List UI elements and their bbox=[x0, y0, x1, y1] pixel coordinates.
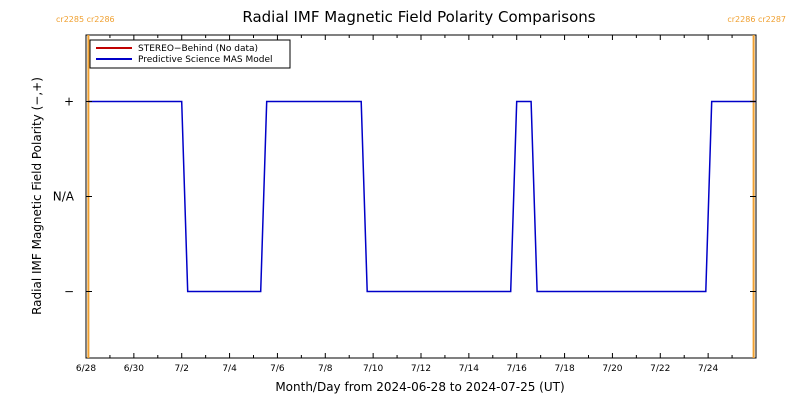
x-tick-label: 6/28 bbox=[76, 364, 96, 374]
chart-title: Radial IMF Magnetic Field Polarity Compa… bbox=[242, 8, 595, 26]
x-tick-label: 7/4 bbox=[222, 364, 237, 374]
y-tick-label: + bbox=[64, 95, 74, 109]
y-tick-label: − bbox=[64, 285, 74, 299]
y-tick-label: N/A bbox=[53, 190, 75, 204]
y-axis-ticks: + N/A − bbox=[53, 95, 756, 299]
x-axis-ticks: 6/28 6/30 7/2 7/4 7/6 7/8 7/10 7/12 7/14 7/16 7/18… bbox=[76, 35, 733, 374]
y-axis-label: Radial IMF Magnetic Field Polarity (−,+) bbox=[30, 77, 44, 315]
x-tick-label: 7/22 bbox=[650, 364, 670, 374]
x-tick-label: 7/8 bbox=[318, 364, 333, 374]
rotation-markers bbox=[87, 35, 755, 358]
rotation-label-left: cr2285 cr2286 bbox=[56, 15, 115, 24]
series-layer bbox=[88, 100, 756, 293]
legend-label-stereo-behind: STEREO−Behind (No data) bbox=[138, 44, 258, 54]
series-line-0 bbox=[88, 100, 756, 293]
x-tick-label: 7/16 bbox=[507, 364, 527, 374]
x-tick-label: 7/6 bbox=[270, 364, 285, 374]
x-tick-label: 7/2 bbox=[174, 364, 188, 374]
x-tick-label: 7/18 bbox=[554, 364, 574, 374]
x-tick-label: 7/14 bbox=[459, 364, 479, 374]
x-tick-label: 6/30 bbox=[124, 364, 144, 374]
legend-label-mas-model: Predictive Science MAS Model bbox=[138, 55, 273, 65]
x-axis-label: Month/Day from 2024-06-28 to 2024-07-25 … bbox=[275, 380, 564, 394]
x-tick-label: 7/24 bbox=[698, 364, 718, 374]
legend: STEREO−Behind (No data) Predictive Scien… bbox=[89, 39, 291, 69]
legend-box bbox=[89, 39, 291, 69]
rotation-label-right: cr2286 cr2287 bbox=[727, 15, 786, 24]
x-tick-label: 7/12 bbox=[411, 364, 431, 374]
plot-frame bbox=[85, 34, 757, 359]
x-tick-label: 7/10 bbox=[363, 364, 383, 374]
x-tick-label: 7/20 bbox=[602, 364, 622, 374]
